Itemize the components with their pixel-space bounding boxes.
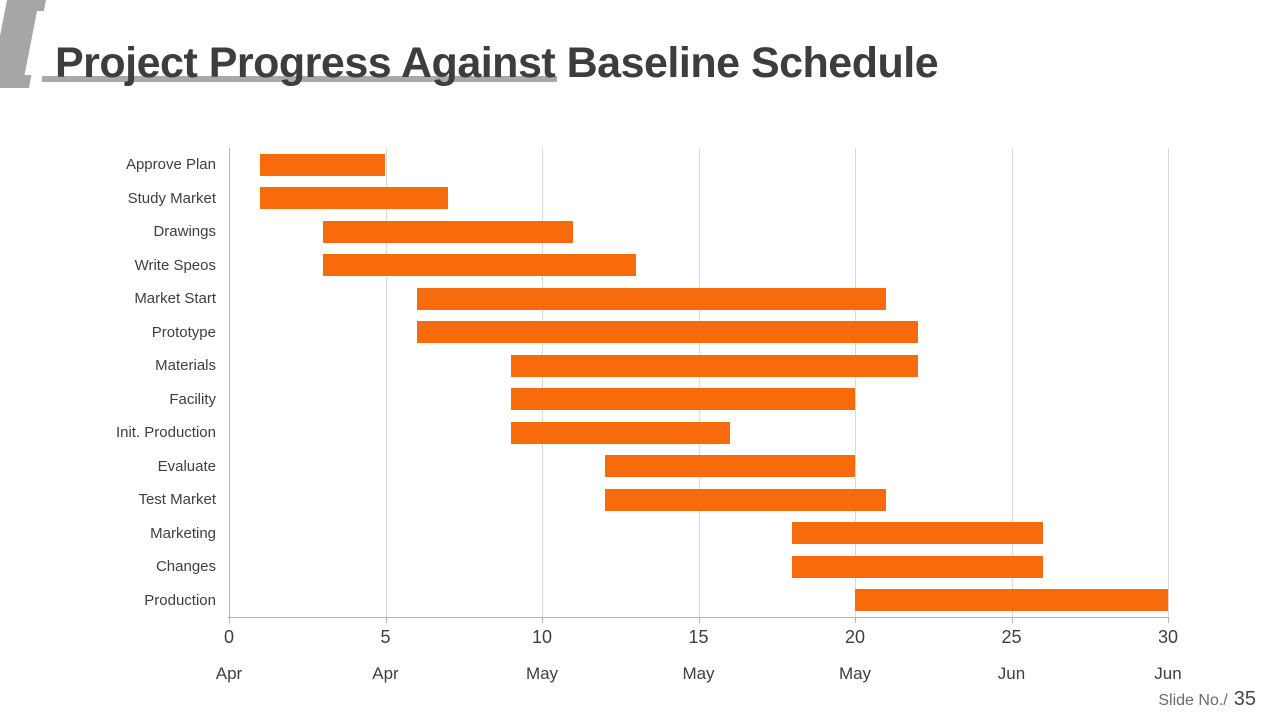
x-tick-mark (855, 617, 856, 623)
gantt-bar (604, 488, 887, 511)
x-tick-label: 30 (1157, 627, 1179, 647)
x-tick-month-label: May (682, 664, 715, 683)
task-label: Write Speos (134, 256, 216, 274)
task-label: Market Start (134, 290, 216, 307)
x-tick-mark (229, 617, 230, 623)
gantt-bar (510, 354, 918, 377)
gantt-bar (855, 589, 1168, 612)
x-tick-label: 15 (688, 627, 709, 647)
gridline (698, 148, 700, 617)
x-tick-mark (385, 617, 387, 623)
task-label: Materials (155, 357, 216, 374)
title-underline (42, 76, 557, 82)
task-label: Drawings (153, 223, 216, 240)
gantt-bar (322, 220, 574, 243)
gantt-bar (792, 555, 1043, 578)
task-label: Init. Production (115, 424, 216, 441)
x-tick-label: 10 (531, 627, 553, 647)
x-tick-mark (1168, 617, 1169, 623)
slide-number-value: 35 (1233, 688, 1256, 710)
x-tick-month-label: May (838, 664, 872, 683)
x-tick-month-label: Apr (372, 664, 399, 683)
gantt-bar (260, 153, 386, 176)
gantt-bar (792, 522, 1043, 545)
gridline (855, 148, 856, 617)
gridline (1168, 148, 1169, 617)
x-tick-month-label: May (525, 664, 559, 683)
gantt-bar (604, 455, 855, 478)
slide-title: Project Progress Against Baseline Schedu… (55, 38, 939, 87)
slide-number: Slide No./ 35 (1158, 688, 1256, 711)
task-label: Production (144, 591, 216, 609)
gridline (385, 148, 387, 617)
task-label: Changes (155, 558, 216, 575)
gantt-bar (322, 254, 636, 277)
x-tick-label: 0 (223, 627, 235, 647)
slide-number-label: Slide No./ (1158, 692, 1228, 709)
gridline (1011, 148, 1013, 617)
gantt-bar (416, 321, 918, 344)
x-tick-label: 25 (1001, 627, 1022, 647)
gridline (542, 148, 543, 617)
x-axis-line (228, 617, 1169, 618)
x-tick-month-label: Apr (215, 664, 243, 683)
x-tick-mark (698, 617, 700, 623)
category-axis-line (229, 148, 230, 617)
task-label: Evaluate (157, 457, 216, 475)
task-label: Test Market (138, 491, 216, 508)
x-tick-mark (542, 617, 543, 623)
x-tick-month-label: Jun (1154, 664, 1182, 683)
gantt-bar (510, 421, 730, 444)
x-tick-mark (1011, 617, 1013, 623)
task-label: Approve Plan (125, 156, 216, 173)
task-label: Facility (169, 390, 216, 408)
gantt-bar (416, 287, 887, 310)
x-tick-month-label: Jun (997, 664, 1026, 683)
x-tick-label: 5 (380, 627, 391, 647)
task-label: Marketing (150, 524, 216, 542)
x-tick-label: 20 (844, 627, 866, 647)
task-label: Prototype (151, 323, 216, 341)
task-label: Study Market (127, 189, 216, 207)
gantt-bar (510, 388, 855, 411)
gantt-bar (260, 187, 449, 210)
